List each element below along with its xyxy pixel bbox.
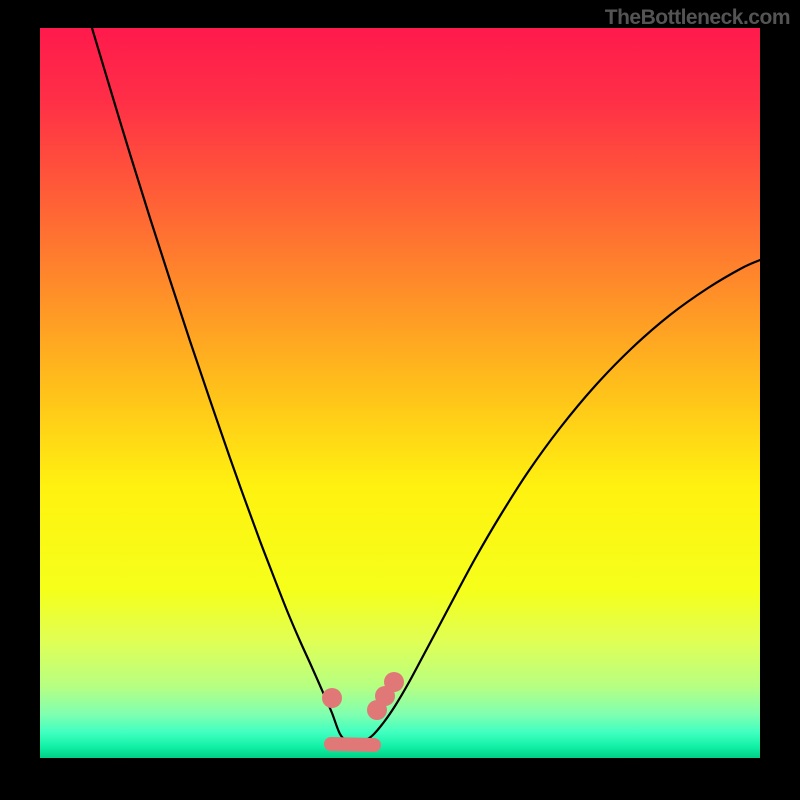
watermark-text: TheBottleneck.com: [605, 6, 790, 30]
chart-container: TheBottleneck.com: [0, 0, 800, 800]
chart-plot-area: [40, 28, 760, 758]
data-marker-dot: [322, 688, 342, 708]
bottleneck-chart: [0, 0, 800, 800]
data-marker-line: [331, 744, 374, 745]
data-marker-dot: [384, 672, 404, 692]
